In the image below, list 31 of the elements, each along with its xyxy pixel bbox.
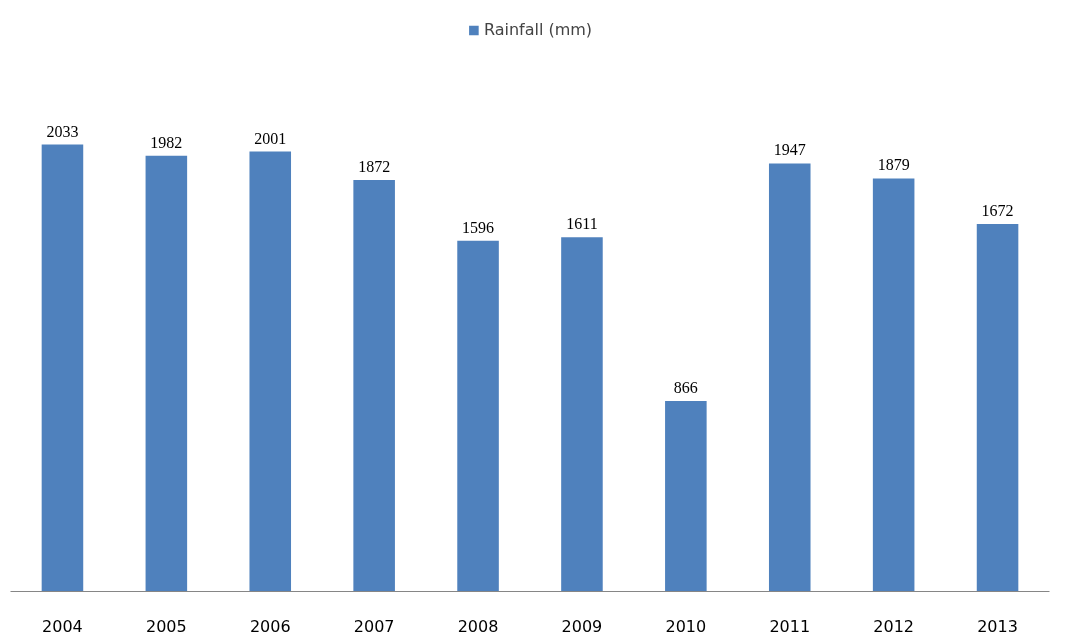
- bar: [249, 151, 292, 592]
- x-tick-label: 2010: [665, 616, 707, 634]
- x-tick-label: 2012: [873, 616, 915, 634]
- bar: [457, 240, 499, 592]
- bar: [768, 163, 811, 592]
- data-label: 1596: [462, 218, 495, 236]
- bar: [145, 155, 188, 592]
- data-label: 2001: [254, 129, 287, 147]
- data-label: 1611: [566, 215, 598, 233]
- x-tick-label: 2009: [561, 616, 603, 634]
- x-tick-label: 2008: [457, 616, 499, 634]
- x-tick-label: 2005: [145, 616, 187, 634]
- data-label: 866: [673, 379, 698, 397]
- legend-label: Rainfall (mm): [483, 20, 593, 39]
- bar: [41, 144, 84, 592]
- data-label: 1879: [877, 156, 910, 174]
- bar: [872, 178, 915, 592]
- bar: [665, 401, 707, 592]
- data-label: 1982: [150, 133, 183, 151]
- bar: [353, 179, 395, 592]
- bar: [561, 237, 603, 592]
- x-tick-label: 2011: [769, 616, 811, 634]
- data-label: 1672: [981, 201, 1014, 219]
- data-label: 2033: [46, 122, 79, 140]
- x-tick-label: 2004: [42, 616, 83, 634]
- data-label: 1947: [773, 141, 806, 159]
- bar: [976, 223, 1019, 592]
- x-tick-label: 2006: [249, 616, 291, 634]
- x-tick-label: 2007: [353, 616, 395, 634]
- x-tick-label: 2013: [977, 616, 1018, 634]
- data-label: 1872: [358, 157, 391, 175]
